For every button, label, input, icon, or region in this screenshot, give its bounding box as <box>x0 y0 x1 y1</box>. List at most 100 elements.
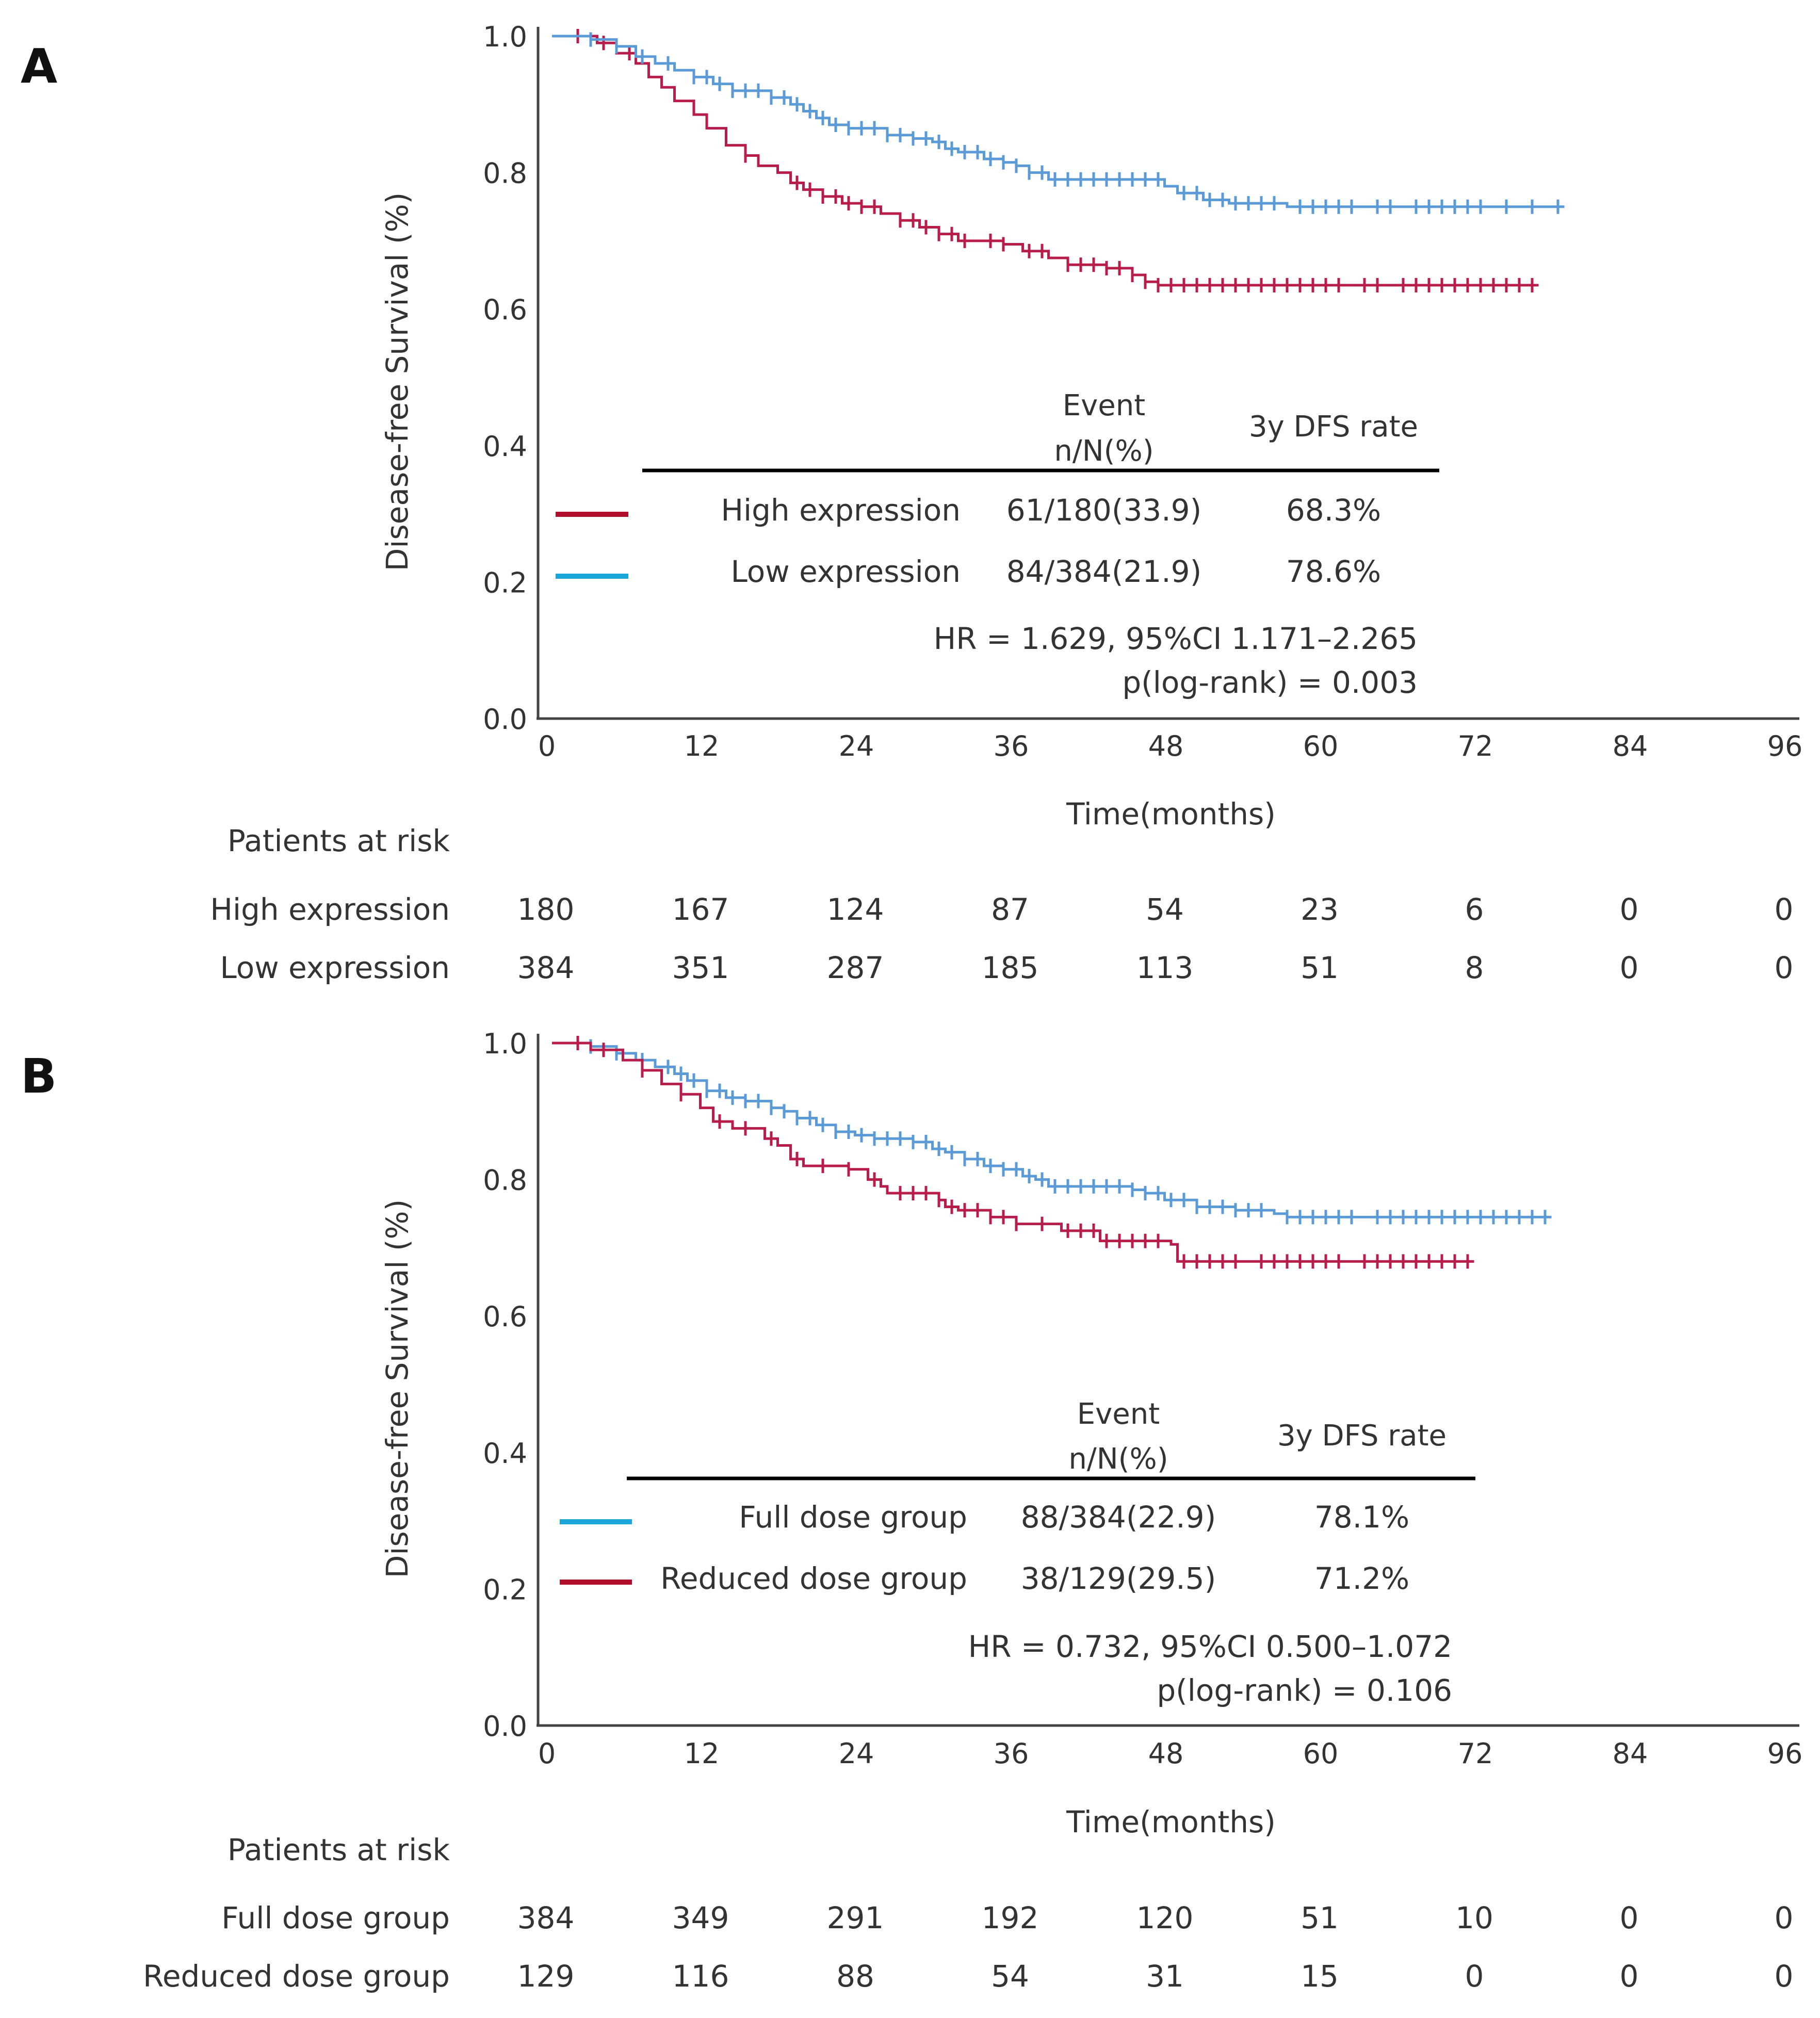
y-tick-label: 0.4 <box>483 1437 527 1470</box>
legend-label-high-expression: High expression <box>721 493 961 528</box>
x-tick-label: 24 <box>839 1737 874 1770</box>
risk-value: 88 <box>836 1959 874 1994</box>
x-tick-label: 84 <box>1613 1737 1648 1770</box>
risk-value: 10 <box>1455 1900 1493 1935</box>
risk-table-values: 384 349 291 192 120 51 10 0 0 129 116 88 54 31 15 0 0 0 <box>517 1900 1794 1994</box>
risk-value: 6 <box>1465 892 1484 927</box>
survival-curve-high-expression <box>552 35 1539 287</box>
risk-value: 23 <box>1301 892 1339 927</box>
x-tick-label: 96 <box>1767 730 1803 762</box>
x-tick-label: 60 <box>1303 1737 1339 1770</box>
risk-row-label: Full dose group <box>221 1900 450 1935</box>
y-tick-label: 0.6 <box>483 1300 527 1333</box>
risk-value: 287 <box>827 950 884 985</box>
x-tick-label: 48 <box>1148 730 1184 762</box>
risk-value: 0 <box>1620 892 1639 927</box>
y-axis-label: Disease-free Survival (%) <box>380 192 415 572</box>
x-tick-label: 48 <box>1148 1737 1184 1770</box>
risk-value: 0 <box>1465 1959 1484 1994</box>
x-tick-label: 36 <box>994 730 1029 762</box>
risk-value: 54 <box>1146 892 1184 927</box>
event-low-expression: 84/384(21.9) <box>1006 554 1201 589</box>
risk-row-label: Low expression <box>220 950 450 985</box>
x-tick-label: 72 <box>1458 1737 1493 1770</box>
risk-table-title: Patients at risk <box>228 823 450 858</box>
x-tick-label: 72 <box>1458 730 1493 762</box>
table-header-event: Event <box>1063 389 1145 422</box>
event-full-dose-group: 88/384(22.9) <box>1021 1500 1216 1535</box>
risk-value: 8 <box>1465 950 1484 985</box>
hazard-ratio: HR = 0.732, 95%CI 0.500–1.072 <box>968 1629 1452 1664</box>
risk-row-label: High expression <box>210 892 450 927</box>
x-tick-label: 84 <box>1613 730 1648 762</box>
risk-value: 0 <box>1775 1959 1794 1994</box>
risk-value: 113 <box>1136 950 1194 985</box>
risk-value: 129 <box>517 1959 575 1994</box>
log-rank-p: p(log-rank) = 0.106 <box>1157 1673 1452 1708</box>
risk-table-title: Patients at risk <box>228 1832 450 1867</box>
event-high-expression: 61/180(33.9) <box>1006 493 1201 528</box>
risk-value: 0 <box>1620 1900 1639 1935</box>
survival-curves <box>552 1036 1552 1269</box>
survival-curves <box>552 29 1565 292</box>
table-header-event-sub: n/N(%) <box>1068 1442 1168 1476</box>
risk-value: 0 <box>1620 1959 1639 1994</box>
survival-curve-reduced-dose-group <box>552 1041 1474 1263</box>
y-tick-label: 0.4 <box>483 430 527 463</box>
x-ticks: 0 12 24 36 48 60 72 84 96 <box>538 1737 1803 1770</box>
risk-value: 180 <box>517 892 575 927</box>
x-tick-label: 36 <box>994 1737 1029 1770</box>
rate-high-expression: 68.3% <box>1286 493 1381 528</box>
rate-low-expression: 78.6% <box>1286 554 1381 589</box>
risk-value: 167 <box>672 892 729 927</box>
x-tick-label: 12 <box>684 730 720 762</box>
survival-curve-full-dose-group <box>552 1041 1552 1218</box>
risk-row-label: Reduced dose group <box>143 1959 450 1994</box>
x-tick-label: 0 <box>538 730 556 762</box>
risk-table-values: 180 167 124 87 54 23 6 0 0 384 351 287 185 113 51 8 0 0 <box>517 892 1794 985</box>
y-tick-label: 1.0 <box>483 1028 527 1060</box>
x-ticks: 0 12 24 36 48 60 72 84 96 <box>538 730 1803 762</box>
risk-value: 31 <box>1146 1959 1184 1994</box>
rate-reduced-dose-group: 71.2% <box>1314 1561 1409 1596</box>
risk-value: 384 <box>517 950 575 985</box>
risk-value: 351 <box>672 950 729 985</box>
risk-value: 349 <box>672 1900 729 1935</box>
risk-value: 185 <box>982 950 1039 985</box>
log-rank-p: p(log-rank) = 0.003 <box>1122 665 1418 700</box>
y-tick-label: 0.2 <box>483 566 527 599</box>
table-header-event-sub: n/N(%) <box>1054 434 1153 468</box>
rate-full-dose-group: 78.1% <box>1314 1500 1409 1535</box>
y-ticks: 0.0 0.2 0.4 0.6 0.8 1.0 <box>483 1028 527 1743</box>
risk-value: 87 <box>991 892 1029 927</box>
risk-value: 51 <box>1301 1900 1339 1935</box>
panel-b: B Disease-free Survival (%) 0.0 0.2 0.4 0.6… <box>21 1028 1802 1994</box>
risk-value: 124 <box>827 892 884 927</box>
x-tick-label: 24 <box>839 730 874 762</box>
x-axis-label: Time(months) <box>1066 1804 1276 1840</box>
risk-value: 0 <box>1775 892 1794 927</box>
panel-a: A Disease-free Survival (%) 0.0 0.2 0.4 0.6… <box>21 21 1802 985</box>
risk-value: 384 <box>517 1900 575 1935</box>
y-axis-label: Disease-free Survival (%) <box>380 1199 415 1578</box>
table-header-rate: 3y DFS rate <box>1249 410 1418 444</box>
risk-value: 51 <box>1301 950 1339 985</box>
survival-curve-low-expression <box>552 35 1565 208</box>
risk-value: 192 <box>982 1900 1039 1935</box>
y-tick-label: 0.8 <box>483 1164 527 1197</box>
y-tick-label: 0.0 <box>483 1710 527 1743</box>
risk-value: 54 <box>991 1959 1029 1994</box>
y-tick-label: 0.0 <box>483 703 527 736</box>
legend-label-reduced-dose-group: Reduced dose group <box>660 1561 967 1596</box>
event-reduced-dose-group: 38/129(29.5) <box>1021 1561 1216 1596</box>
x-tick-label: 12 <box>684 1737 720 1770</box>
risk-value: 15 <box>1301 1959 1339 1994</box>
risk-value: 0 <box>1775 950 1794 985</box>
risk-value: 291 <box>827 1900 884 1935</box>
y-ticks: 0.0 0.2 0.4 0.6 0.8 1.0 <box>483 21 527 736</box>
y-tick-label: 0.6 <box>483 294 527 326</box>
x-tick-label: 96 <box>1767 1737 1803 1770</box>
x-tick-label: 0 <box>538 1737 556 1770</box>
risk-value: 116 <box>672 1959 729 1994</box>
